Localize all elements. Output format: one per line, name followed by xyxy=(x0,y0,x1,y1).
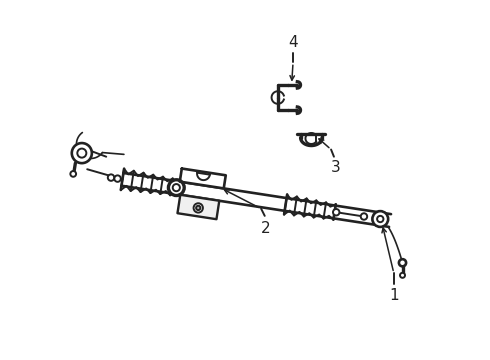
Circle shape xyxy=(172,184,180,191)
Text: 4: 4 xyxy=(288,35,298,50)
Circle shape xyxy=(361,213,367,220)
Circle shape xyxy=(194,203,203,213)
Circle shape xyxy=(108,174,114,181)
Circle shape xyxy=(71,171,76,177)
Circle shape xyxy=(77,149,86,158)
Circle shape xyxy=(196,206,200,210)
Text: 3: 3 xyxy=(330,160,340,175)
Circle shape xyxy=(333,209,340,216)
Circle shape xyxy=(400,273,405,278)
Circle shape xyxy=(399,259,406,266)
Polygon shape xyxy=(177,195,220,219)
Circle shape xyxy=(377,216,383,222)
Circle shape xyxy=(372,211,388,227)
Circle shape xyxy=(72,143,92,163)
Polygon shape xyxy=(180,168,226,188)
Text: 2: 2 xyxy=(261,221,270,236)
Text: 1: 1 xyxy=(389,288,399,303)
Circle shape xyxy=(169,180,184,195)
Circle shape xyxy=(114,175,121,182)
